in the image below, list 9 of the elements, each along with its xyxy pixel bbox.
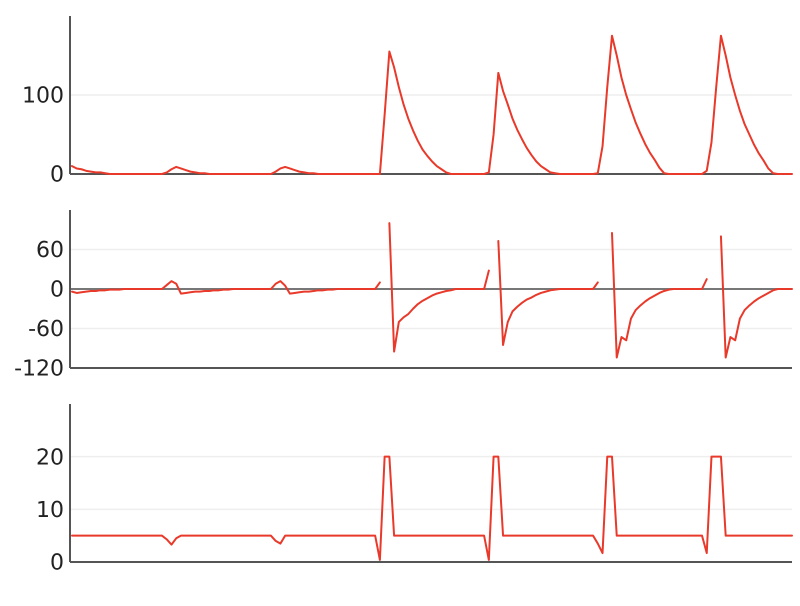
y-tick-label: 0 xyxy=(50,278,64,303)
y-tick-label: 0 xyxy=(50,162,64,188)
y-tick-label: 0 xyxy=(50,550,64,576)
y-tick-label: 20 xyxy=(36,445,64,470)
y-tick-label: -60 xyxy=(28,317,64,342)
y-tick-label: 100 xyxy=(22,84,64,109)
y-tick-label: 60 xyxy=(36,238,64,264)
y-tick-label: 10 xyxy=(36,498,64,524)
y-tick-label: -120 xyxy=(14,356,64,382)
